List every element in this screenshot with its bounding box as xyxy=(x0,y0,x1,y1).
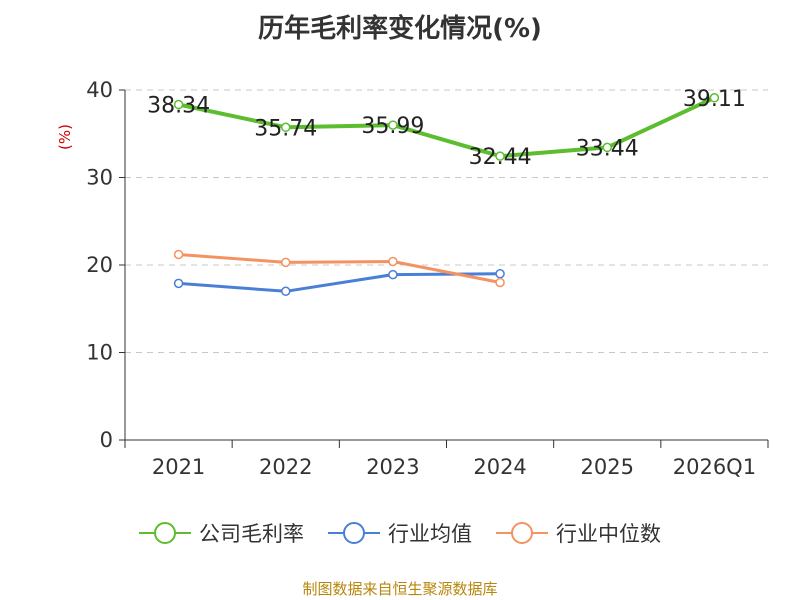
data-point xyxy=(281,286,291,296)
y-tick-label: 0 xyxy=(100,428,113,452)
x-tick-label: 2023 xyxy=(366,455,419,479)
data-point xyxy=(709,93,720,103)
legend-label: 行业均值 xyxy=(388,522,472,546)
series-line-1 xyxy=(178,272,501,293)
legend-item: 公司毛利率 xyxy=(139,518,304,548)
legend-marker-icon xyxy=(328,522,380,544)
data-label: 35.99 xyxy=(361,114,424,139)
data-label: 39.11 xyxy=(683,87,746,112)
x-tick-label: 2024 xyxy=(473,455,526,479)
data-point xyxy=(495,151,505,161)
y-tick-label: 10 xyxy=(86,341,113,365)
data-label: 33.44 xyxy=(576,136,639,161)
legend-item: 行业均值 xyxy=(328,518,472,548)
data-point xyxy=(602,142,612,153)
x-tick-label: 2025 xyxy=(581,455,634,479)
data-point xyxy=(281,257,291,268)
data-point xyxy=(388,120,398,130)
y-tick-label: 30 xyxy=(86,166,113,190)
data-point xyxy=(173,249,184,260)
data-point xyxy=(495,269,505,279)
legend-item: 行业中位数 xyxy=(496,518,661,548)
y-tick-label: 20 xyxy=(86,253,113,277)
data-point xyxy=(388,256,398,267)
source-note: 制图数据来自恒生聚源数据库 xyxy=(302,580,498,598)
legend-label: 公司毛利率 xyxy=(199,522,304,546)
legend-marker-icon xyxy=(496,522,548,544)
series-line-0 xyxy=(178,95,716,159)
legend-marker-icon xyxy=(139,522,191,544)
legend-label: 行业中位数 xyxy=(556,522,661,546)
data-label: 38.34 xyxy=(147,94,210,119)
line-chart: 0 10 20 30 40 2021 2022 2023 2024 2025 2026Q1 38.34… xyxy=(86,78,769,479)
x-tick-label: 2021 xyxy=(152,455,205,479)
series-line-2 xyxy=(178,253,501,284)
legend: 公司毛利率 行业均值 行业中位数 xyxy=(0,518,800,548)
data-point xyxy=(173,99,184,110)
data-point xyxy=(495,277,505,288)
data-point xyxy=(173,278,184,289)
data-label: 32.44 xyxy=(469,145,532,170)
y-tick-label: 40 xyxy=(86,78,113,102)
x-tick-label: 2022 xyxy=(259,455,312,479)
data-point xyxy=(281,122,291,133)
data-label: 35.74 xyxy=(254,116,317,141)
x-tick-label: 2026Q1 xyxy=(673,455,756,479)
chart-title: 历年毛利率变化情况(%) xyxy=(258,14,542,44)
data-point xyxy=(388,269,398,280)
